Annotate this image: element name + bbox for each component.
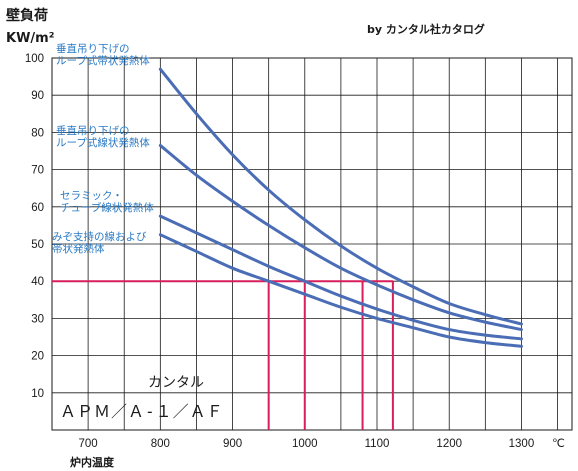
y-tick-label: 100 (25, 53, 44, 65)
brand-name: カンタル (148, 375, 204, 391)
x-axis-unit: ℃ (552, 438, 565, 450)
x-tick-label: 700 (79, 438, 98, 450)
y-tick-label: 70 (31, 165, 44, 177)
y-tick-label: 10 (31, 388, 44, 400)
series-label-4: 帯状発熱体 (52, 242, 105, 255)
x-axis-title: 炉内温度 (70, 455, 115, 469)
x-tick-label: 1300 (509, 438, 535, 450)
y-tick-labels: 10 20 30 40 50 60 70 80 90 100 (25, 53, 44, 400)
y-tick-label: 80 (31, 127, 44, 139)
series-label-3: チューブ線状発熱体 (60, 201, 154, 214)
y-axis-title: 壁負荷 (6, 7, 48, 24)
series-label-1: 垂直吊り下げの (56, 42, 130, 55)
series-curve-2 (158, 143, 523, 332)
series-label-2: 垂直吊り下げの (56, 124, 130, 137)
series-label-4: みぞ支持の線および (52, 230, 147, 243)
y-tick-label: 50 (31, 239, 44, 251)
plot-frame (51, 57, 573, 431)
series-curve-1 (158, 67, 523, 326)
x-tick-labels: 700 800 900 1000 1100 1200 1300 (79, 438, 535, 450)
y-tick-label: 60 (31, 202, 44, 214)
source-note: by カンタル社カタログ (367, 22, 485, 36)
series-label-2: ループ式線状発熱体 (56, 136, 150, 149)
x-tick-label: 900 (223, 438, 242, 450)
series-label-3: セラミック・ (60, 190, 123, 202)
y-tick-label: 40 (31, 276, 44, 288)
brand-models: ＡＰＭ／Ａ-１／ＡＦ (60, 402, 224, 421)
reference-lines (52, 280, 394, 430)
x-tick-label: 1000 (292, 438, 318, 450)
y-tick-label: 20 (31, 351, 44, 363)
y-tick-label: 90 (31, 90, 44, 102)
x-tick-label: 1200 (436, 438, 462, 450)
x-tick-label: 1100 (365, 438, 390, 450)
series-label-1: ループ式帯状発熱体 (56, 54, 150, 67)
y-tick-label: 30 (31, 313, 44, 325)
curves (158, 67, 523, 348)
series-labels: 垂直吊り下げのループ式帯状発熱体垂直吊り下げのループ式線状発熱体セラミック・チュ… (52, 42, 154, 255)
grid (51, 57, 572, 430)
series-curve-4 (158, 233, 523, 348)
y-axis-unit: KW/m² (6, 31, 54, 46)
x-tick-label: 800 (151, 438, 170, 450)
series-curve-3 (158, 214, 523, 341)
